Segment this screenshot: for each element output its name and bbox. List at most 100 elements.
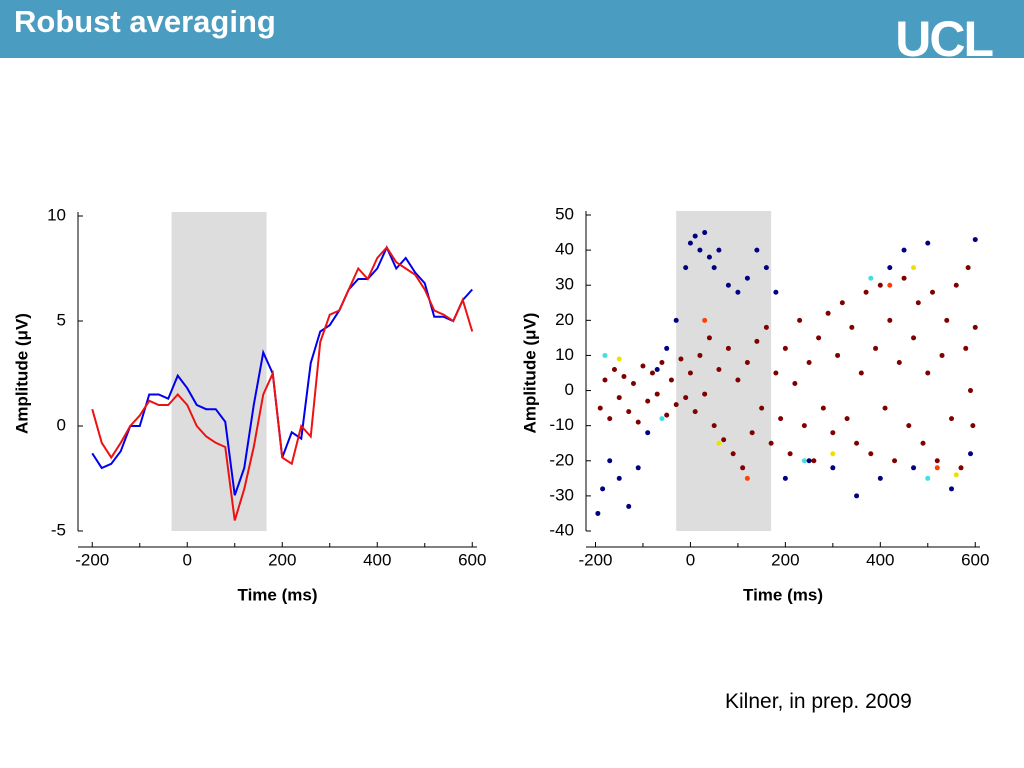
scatter-point — [659, 359, 665, 365]
scatter-point — [673, 402, 679, 408]
scatter-point — [702, 391, 708, 397]
x-tick-label: 0 — [183, 550, 192, 569]
scatter-point — [778, 416, 784, 422]
y-tick-label: -20 — [549, 450, 574, 469]
y-tick-label: 5 — [57, 310, 66, 329]
scatter-point — [597, 405, 603, 411]
scatter-point — [706, 254, 712, 260]
scatter-point — [901, 275, 907, 281]
scatter-point — [958, 465, 964, 471]
scatter-point — [664, 345, 670, 351]
x-tick-label: -200 — [75, 550, 109, 569]
scatter-point — [844, 416, 850, 422]
scatter-point — [811, 458, 817, 464]
scatter-point — [668, 377, 674, 383]
scatter-point — [972, 324, 978, 330]
scatter-point — [626, 503, 632, 509]
scatter-point — [797, 317, 803, 323]
scatter-point — [925, 370, 931, 376]
y-tick-label: 10 — [555, 345, 574, 364]
scatter-point — [782, 345, 788, 351]
scatter-point — [972, 237, 978, 243]
y-tick-label: 40 — [555, 240, 574, 259]
scatter-point — [683, 265, 689, 271]
scatter-point — [896, 359, 902, 365]
scatter-point — [773, 289, 779, 295]
logo: UCL — [895, 11, 994, 67]
scatter-point — [735, 377, 741, 383]
scatter-point — [911, 465, 917, 471]
scatter-point — [600, 486, 606, 492]
scatter-point — [963, 345, 969, 351]
scatter-point — [692, 409, 698, 415]
scatter-point — [730, 451, 736, 457]
scatter-point — [640, 363, 646, 369]
scatter-point — [673, 317, 679, 323]
scatter-point — [740, 465, 746, 471]
scatter-point — [768, 440, 774, 446]
scatter-point — [725, 345, 731, 351]
scatter-point — [664, 412, 670, 418]
scatter-point — [683, 395, 689, 401]
scatter-point — [626, 409, 632, 415]
scatter-point — [706, 335, 712, 341]
scatter-point — [854, 440, 860, 446]
x-tick-label: 0 — [686, 550, 695, 569]
y-axis-label: Amplitude (μV) — [520, 313, 539, 434]
scatter-point — [702, 230, 708, 236]
scatter-point — [877, 475, 883, 481]
scatter-point — [925, 240, 931, 246]
scatter-point — [835, 352, 841, 358]
scatter-point — [595, 510, 601, 516]
scatter-point — [763, 324, 769, 330]
scatter-point — [782, 475, 788, 481]
scatter-point — [749, 430, 755, 436]
y-tick-label: 10 — [47, 205, 66, 224]
scatter-point — [687, 370, 693, 376]
scatter-point — [939, 352, 945, 358]
scatter-point — [621, 374, 627, 380]
scatter-point — [754, 338, 760, 344]
scatter-point — [649, 370, 655, 376]
scatter-point — [687, 240, 693, 246]
scatter-point — [901, 247, 907, 253]
scatter-point — [692, 233, 698, 239]
scatter-point — [868, 275, 874, 281]
scatter-point — [654, 391, 660, 397]
scatter-point — [949, 486, 955, 492]
scatter-point — [820, 405, 826, 411]
scatter-point — [968, 388, 974, 394]
x-tick-label: 200 — [771, 550, 799, 569]
scatter-point — [830, 465, 836, 471]
header-bar: Robust averaging UCL — [0, 0, 1024, 67]
y-tick-label: -40 — [549, 520, 574, 539]
x-axis-label: Time (ms) — [743, 585, 823, 604]
scatter-point — [801, 423, 807, 429]
scatter-point — [873, 345, 879, 351]
y-tick-label: -30 — [549, 485, 574, 504]
scatter-point — [792, 381, 798, 387]
scatter-point — [911, 335, 917, 341]
scatter-point — [787, 451, 793, 457]
scatter-point — [754, 247, 760, 253]
scatter-point — [953, 282, 959, 288]
scatter-point — [635, 419, 641, 425]
scatter-point — [906, 423, 912, 429]
scatter-point — [801, 458, 807, 464]
scatter-point — [607, 458, 613, 464]
scatter-point — [949, 416, 955, 422]
scatter-point — [759, 405, 765, 411]
scatter-point — [630, 381, 636, 387]
citation: Kilner, in prep. 2009 — [725, 690, 912, 713]
line-series — [91, 245, 474, 521]
scatter-point — [635, 465, 641, 471]
scatter-point — [911, 265, 917, 271]
shade-region — [171, 212, 267, 531]
scatter-point — [806, 458, 812, 464]
x-tick-label: 400 — [363, 550, 391, 569]
scatter-point — [711, 265, 717, 271]
scatter-point — [968, 451, 974, 457]
scatter-point — [887, 317, 893, 323]
scatter-point — [849, 324, 855, 330]
